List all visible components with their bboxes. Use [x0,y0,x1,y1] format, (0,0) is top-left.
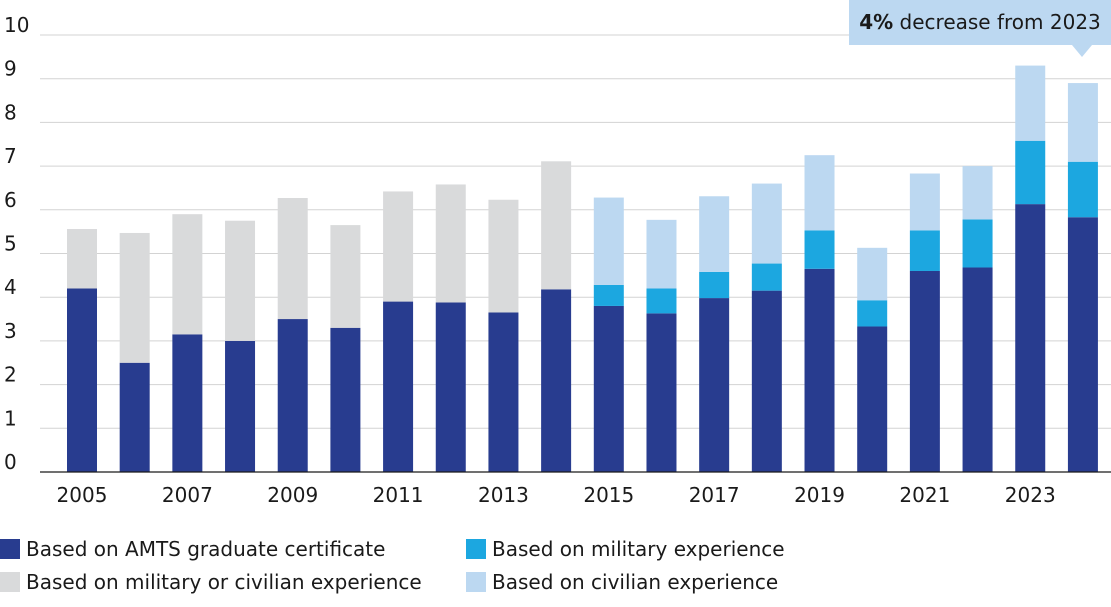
bar-2015-series-1 [593,284,624,306]
y-tick-label-3: 3 [4,319,17,343]
y-tick-label-4: 4 [4,275,17,299]
bar-2015-series-3 [593,197,624,285]
bar-2016-series-0 [646,313,677,472]
y-tick-label-6: 6 [4,188,17,212]
annotation-pointer [1072,45,1092,57]
bar-2015-series-0 [593,305,624,472]
bar-2005-series-2 [67,229,97,289]
y-tick-label-8: 8 [4,100,17,124]
x-axis-labels: 2005 2007 2009 2011 2013 2015 2017 2019 2021 2023 [57,483,1056,507]
bar-2008-series-2 [225,220,256,341]
legend-label-civilian: Based on civilian experience [492,570,779,594]
bar-2021-series-0 [909,270,940,472]
bar-2020-series-0 [857,326,888,472]
bar-2021-series-3 [909,173,940,231]
bar-2020-series-3 [857,247,888,301]
annotation-box [849,0,1111,45]
x-tick-label-2019: 2019 [794,483,845,507]
legend-swatch-civilian [466,572,486,592]
legend-item-civilian: Based on civilian experience [466,568,778,596]
y-tick-label-9: 9 [4,57,17,81]
bar-2012-series-2 [435,184,466,303]
bar-2020-series-1 [857,300,888,327]
bar-2024-series-3 [1067,83,1098,162]
bar-2018-series-3 [751,183,782,264]
bar-2024-series-0 [1067,217,1098,472]
bar-2023-series-1 [1015,140,1046,205]
bar-2021-series-1 [909,230,940,271]
legend-label-amts: Based on AMTS graduate certificate [26,537,386,561]
annotation-text: 4% decrease from 2023 [849,0,1111,45]
y-tick-label-1: 1 [4,406,17,430]
legend-swatch-military-or-civilian [0,572,20,592]
bar-2008-series-0 [225,340,256,472]
x-tick-label-2011: 2011 [373,483,424,507]
bar-2019-series-0 [804,268,835,472]
y-tick-label-5: 5 [4,232,17,256]
x-tick-label-2007: 2007 [162,483,213,507]
bar-2006-series-0 [119,362,150,472]
bar-2016-series-3 [646,219,677,289]
bar-2007-series-2 [172,214,203,335]
y-tick-label-2: 2 [4,363,17,387]
x-tick-label-2009: 2009 [267,483,318,507]
bar-2018-series-0 [751,290,782,472]
x-tick-label-2005: 2005 [57,483,108,507]
bar-2022-series-0 [962,267,993,472]
x-tick-label-2023: 2023 [1005,483,1056,507]
bar-2017-series-1 [699,271,730,299]
legend-item-amts: Based on AMTS graduate certificate [0,535,385,563]
annotation-rest: decrease from 2023 [893,10,1101,34]
x-tick-label-2013: 2013 [478,483,529,507]
legend-label-military: Based on military experience [492,537,785,561]
legend-item-military: Based on military experience [466,535,785,563]
bar-2005-series-0 [67,288,97,472]
bar-2022-series-1 [962,219,993,268]
bar-2012-series-0 [435,302,466,472]
bar-2009-series-0 [277,319,308,472]
bar-2023-series-0 [1015,204,1046,472]
annotation-callout: 4% decrease from 2023 [849,0,1111,57]
bar-2010-series-0 [330,327,361,472]
bar-2019-series-3 [804,155,835,231]
bar-2014-series-0 [541,289,572,472]
legend-swatch-military [466,539,486,559]
legend-item-military-or-civilian: Based on military or civilian experience [0,568,422,596]
x-tick-label-2021: 2021 [899,483,950,507]
x-tick-label-2015: 2015 [583,483,634,507]
y-tick-label-0: 0 [4,450,17,474]
bar-2017-series-3 [699,196,730,272]
bar-2007-series-0 [172,334,203,472]
bar-2024-series-1 [1067,161,1098,218]
bar-2006-series-2 [119,232,150,363]
bar-2016-series-1 [646,288,677,314]
bar-2018-series-1 [751,263,782,291]
legend-label-military-or-civilian: Based on military or civilian experience [26,570,422,594]
bar-2011-series-0 [383,301,414,472]
bar-2010-series-2 [330,225,361,328]
bar-2017-series-0 [699,298,730,472]
y-axis-labels: 0 1 2 3 4 5 6 7 8 9 10 [4,13,29,474]
y-tick-label-10: 10 [4,13,29,37]
bar-2022-series-3 [962,166,993,220]
bar-2013-series-2 [488,199,519,313]
bar-2009-series-2 [277,198,308,320]
bar-2011-series-2 [383,191,414,302]
y-tick-label-7: 7 [4,144,17,168]
bars [67,65,1098,472]
bar-2019-series-1 [804,230,835,269]
bar-2023-series-3 [1015,65,1046,141]
legend-swatch-amts [0,539,20,559]
x-tick-label-2017: 2017 [689,483,740,507]
legend: Based on AMTS graduate certificate Based… [0,532,1111,607]
bar-2014-series-2 [541,161,572,290]
annotation-bold: 4% [859,10,894,34]
bar-2013-series-0 [488,312,519,472]
stacked-bar-chart: 0 1 2 3 4 5 6 7 8 9 10 2005 2007 2009 2011 2013 2015 201… [4,13,1111,507]
